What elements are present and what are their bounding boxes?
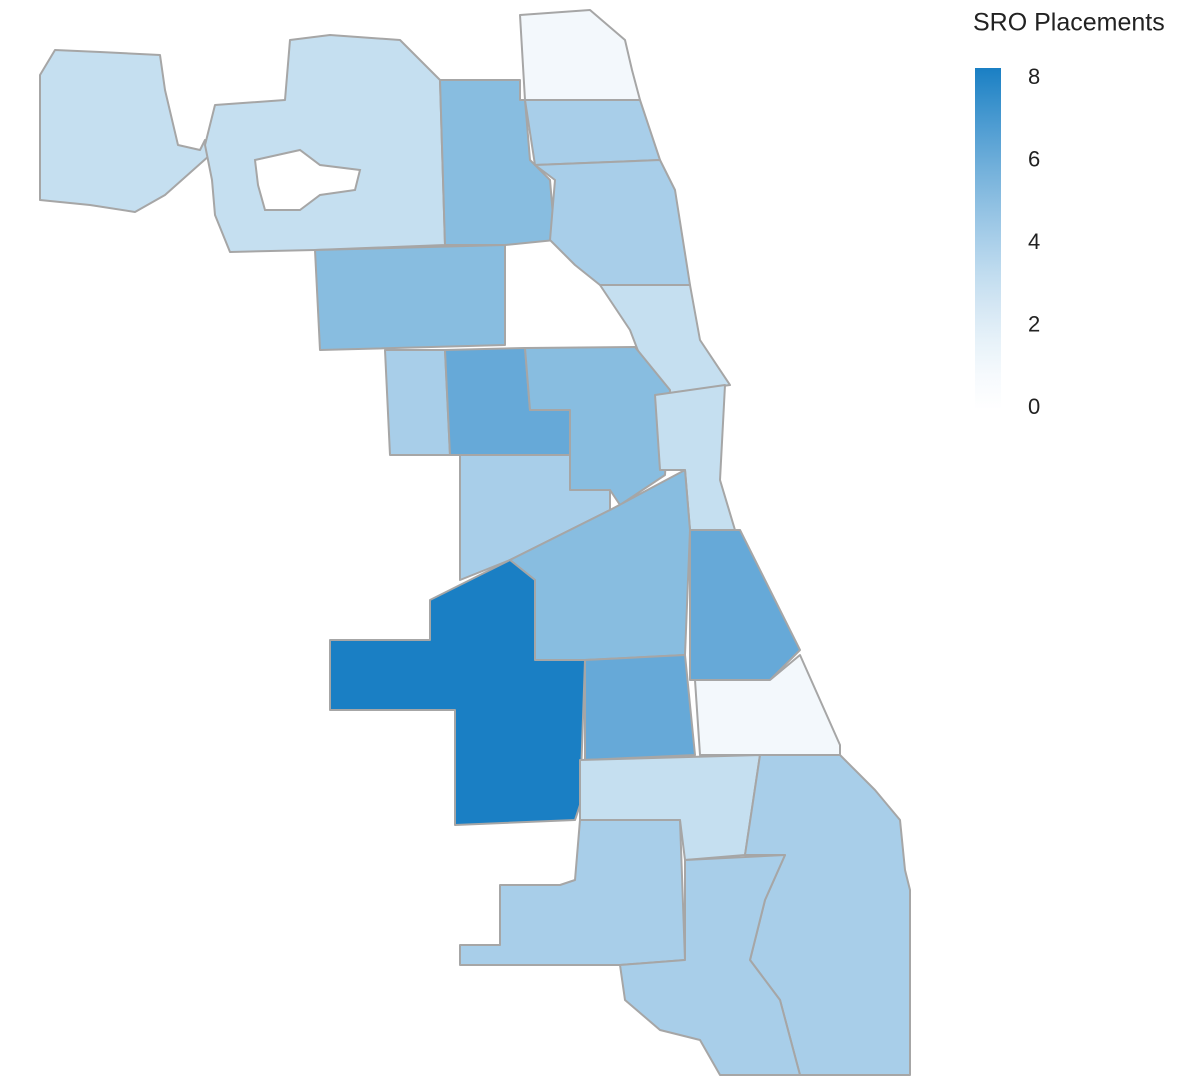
legend-title: SRO Placements (973, 9, 1165, 37)
region (204, 34, 446, 253)
region (384, 349, 451, 456)
region (519, 9, 641, 101)
colorbar (975, 68, 1001, 410)
region (599, 284, 731, 396)
colorbar-tick-label: 6 (1028, 146, 1040, 171)
region (534, 159, 691, 286)
colorbar-tick-label: 2 (1028, 311, 1040, 336)
colorbar-tick-label: 8 (1028, 64, 1040, 89)
region (314, 244, 506, 351)
colorbar-tick-label: 4 (1028, 229, 1040, 254)
region (619, 854, 801, 1076)
region (689, 529, 801, 681)
map-hole (253, 148, 362, 211)
region (524, 346, 671, 506)
region (459, 454, 611, 581)
regions (39, 9, 911, 1076)
region (524, 99, 661, 166)
region (39, 49, 211, 213)
region (459, 819, 686, 966)
colorbar-tick-label: 0 (1028, 394, 1040, 419)
region (694, 654, 841, 756)
region (584, 654, 696, 761)
